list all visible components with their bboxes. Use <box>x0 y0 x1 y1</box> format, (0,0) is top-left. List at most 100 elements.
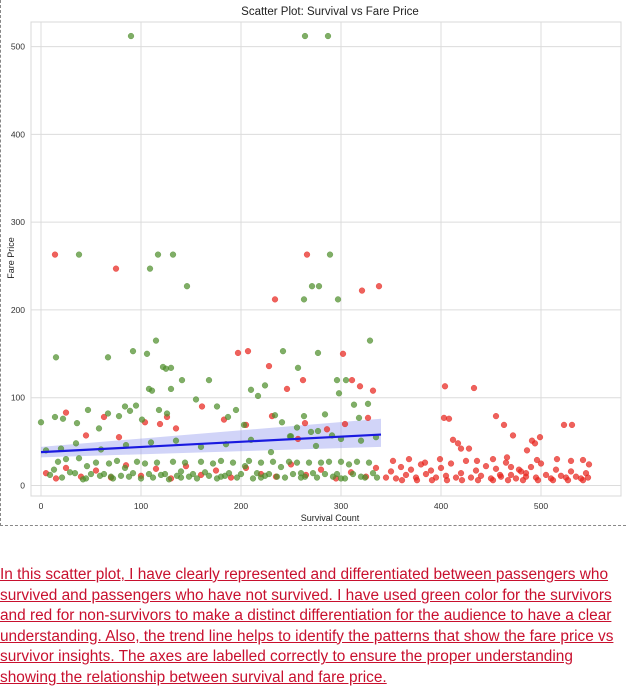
not-survived-point <box>341 420 349 428</box>
survived-point <box>183 283 191 290</box>
not-survived-point <box>271 296 279 303</box>
survived-point <box>309 470 317 477</box>
tick-labels: 0 100 200 300 400 500 0 100 200 300 400 500 <box>11 42 549 511</box>
survived-point <box>257 459 265 466</box>
survived-point <box>326 251 334 258</box>
survived-point <box>281 474 289 481</box>
survived-point <box>335 390 343 397</box>
survived-point <box>75 251 83 258</box>
not-survived-point <box>152 465 160 472</box>
not-survived-point <box>52 475 60 482</box>
not-survived-point <box>244 348 252 355</box>
not-survived-point <box>452 474 460 481</box>
survived-point <box>232 406 240 414</box>
survived-point <box>273 473 281 480</box>
not-survived-point <box>156 420 164 428</box>
not-survived-point <box>449 436 457 443</box>
y-tick-label: 300 <box>11 217 25 227</box>
not-survived-point <box>299 377 307 384</box>
survived-point <box>84 406 92 414</box>
survived-point <box>334 296 342 303</box>
survived-point <box>333 377 341 384</box>
not-survived-point <box>51 251 59 258</box>
survived-point <box>337 475 345 482</box>
survived-point <box>237 470 245 478</box>
not-survived-point <box>489 477 497 484</box>
not-survived-point <box>389 457 397 464</box>
survived-point <box>269 458 277 465</box>
survived-point <box>217 473 225 480</box>
survived-point <box>62 456 70 463</box>
not-survived-point <box>458 477 466 484</box>
not-survived-point <box>560 421 568 429</box>
survived-point <box>300 413 308 420</box>
survived-point <box>224 413 232 421</box>
survived-point <box>205 472 213 479</box>
not-survived-point <box>62 464 70 472</box>
survived-point <box>293 424 301 431</box>
grid-lines <box>30 21 622 497</box>
survived-point <box>345 461 353 468</box>
survived-point <box>229 459 237 466</box>
not-survived-point <box>523 447 531 454</box>
x-tick-label: 200 <box>234 501 248 511</box>
survived-point <box>177 468 185 475</box>
survived-point <box>293 459 301 466</box>
not-survived-point <box>397 463 405 471</box>
survived-point <box>147 439 155 446</box>
not-survived-point <box>542 471 550 479</box>
not-survived-point <box>585 461 593 468</box>
survived-point <box>181 459 189 466</box>
not-survived-point <box>533 456 541 464</box>
survived-point <box>201 469 209 476</box>
not-survived-point <box>492 465 500 472</box>
survived-point <box>325 458 333 465</box>
x-tick-label: 500 <box>534 501 548 511</box>
not-survived-point <box>507 471 515 479</box>
survived-point <box>225 470 233 477</box>
not-survived-point <box>579 456 587 464</box>
survived-point <box>141 460 149 467</box>
survived-point <box>307 428 315 436</box>
survived-point <box>153 459 161 466</box>
y-tick-label: 200 <box>11 305 25 315</box>
survived-point <box>317 459 325 466</box>
not-survived-point <box>405 456 413 463</box>
survived-point <box>357 437 365 444</box>
survived-point <box>71 470 79 477</box>
not-survived-point <box>317 466 325 473</box>
y-tick-label: 500 <box>11 42 25 52</box>
not-survived-point <box>477 472 485 479</box>
not-survived-point <box>536 434 544 441</box>
caption-part-3: for the survivors and red for non-surviv… <box>0 586 614 686</box>
not-survived-point <box>364 414 372 421</box>
caption-green-color: green color <box>420 586 498 604</box>
survived-point <box>107 473 115 480</box>
survived-point <box>312 442 320 450</box>
caption-part-1: In this scatter plot, I have clearly rep… <box>0 566 609 604</box>
not-survived-point <box>474 477 482 484</box>
survived-point <box>163 410 171 417</box>
survived-point <box>265 470 273 478</box>
trend-line <box>40 433 382 454</box>
not-survived-point <box>470 384 478 392</box>
not-survived-point <box>472 467 480 474</box>
not-survived-point <box>375 283 383 290</box>
not-survived-point <box>422 470 430 478</box>
not-survived-point <box>549 477 557 484</box>
not-survived-point <box>567 468 575 475</box>
trend-line-group <box>40 433 382 454</box>
survived-point <box>289 470 297 478</box>
survived-point <box>297 474 305 481</box>
survived-point <box>72 440 80 447</box>
survived-point <box>82 475 90 482</box>
survived-point <box>267 449 275 456</box>
not-survived-point <box>473 457 481 464</box>
survived-point <box>121 403 129 410</box>
survived-point <box>37 419 45 426</box>
not-survived-point <box>339 350 347 357</box>
not-survived-point <box>509 432 517 439</box>
survived-point <box>349 470 357 478</box>
survived-point <box>167 364 175 371</box>
not-survived-point <box>441 383 449 390</box>
